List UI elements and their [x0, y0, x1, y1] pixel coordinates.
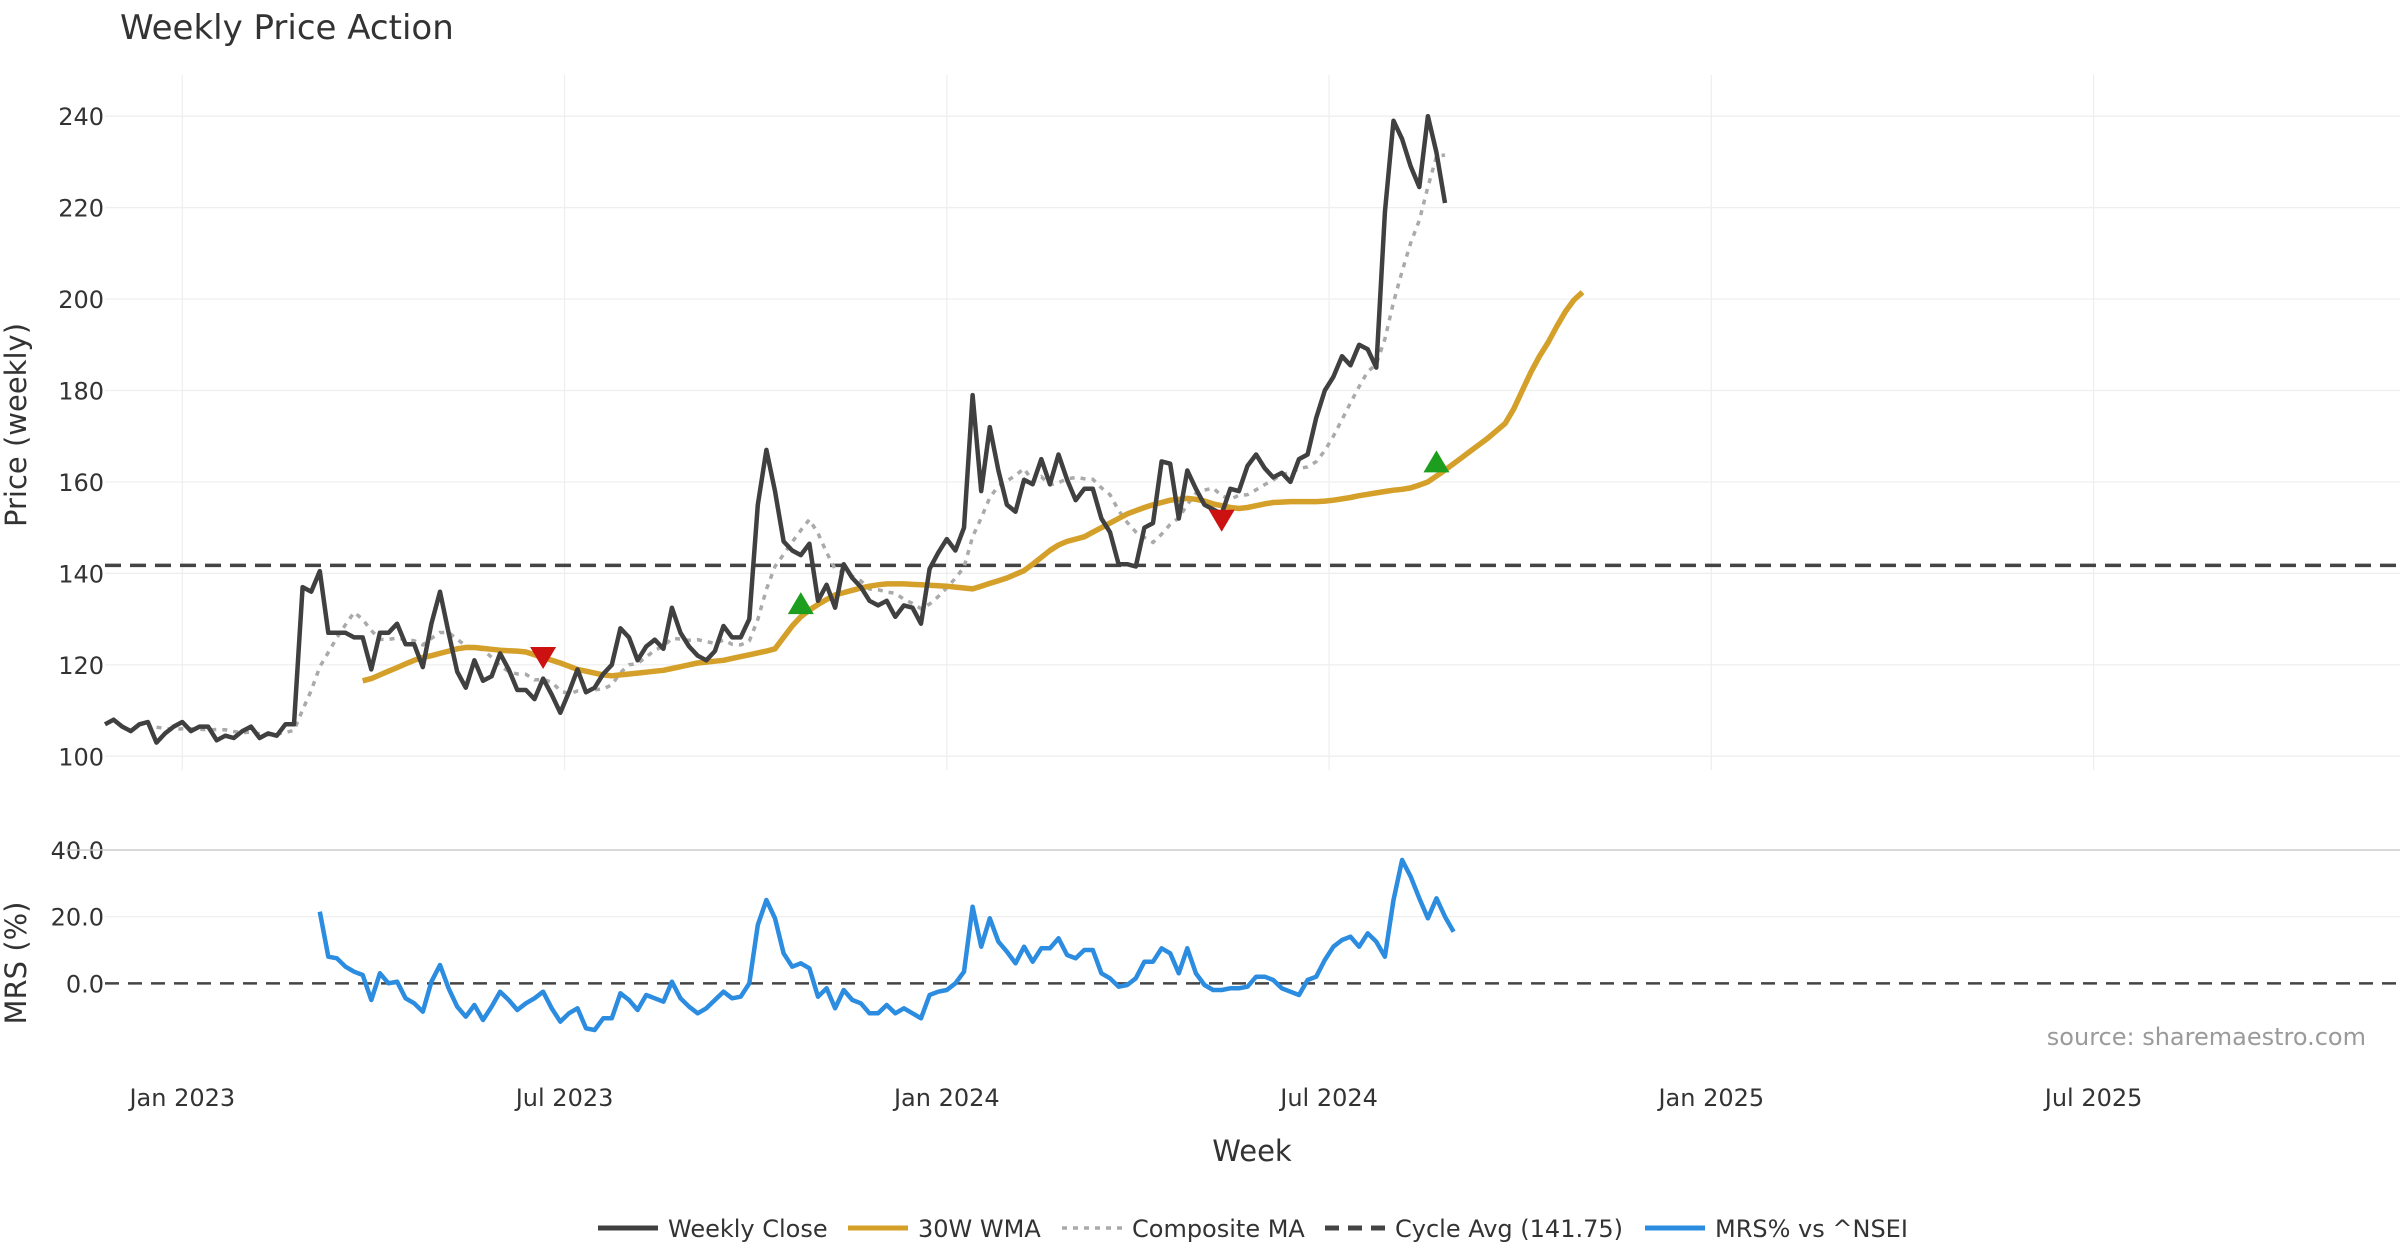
- x-tick-label: Jul 2025: [2043, 1084, 2143, 1112]
- price-y-tick: 200: [58, 286, 104, 314]
- legend-label: MRS% vs ^NSEI: [1715, 1215, 1908, 1243]
- price-y-tick: 140: [58, 560, 104, 588]
- x-tick-label: Jan 2023: [127, 1084, 235, 1112]
- series-layer: [103, 113, 2400, 1033]
- mrs-y-ticks: 0.0 20.0 40.0: [51, 837, 104, 998]
- legend-item-weekly_close: Weekly Close: [598, 1215, 828, 1243]
- source-note: source: sharemaestro.com: [2047, 1023, 2366, 1051]
- price-grid: [105, 75, 2400, 770]
- price-y-tick: 120: [58, 652, 104, 680]
- legend-item-mrs: MRS% vs ^NSEI: [1645, 1215, 1908, 1243]
- price-y-tick: 240: [58, 103, 104, 131]
- buy-signal-marker: [787, 592, 814, 615]
- mrs-y-tick: 0.0: [66, 970, 104, 998]
- price-y-tick: 100: [58, 743, 104, 771]
- x-ticks: Jan 2023 Jul 2023 Jan 2024 Jul 2024 Jan 2025…: [127, 1084, 2142, 1112]
- legend-item-cycle: Cycle Avg (141.75): [1325, 1215, 1623, 1243]
- mrs-line: [317, 857, 1456, 1033]
- price-y-tick: 160: [58, 469, 104, 497]
- mrs-grid: [105, 849, 2400, 918]
- mrs-y-tick: 20.0: [51, 904, 104, 932]
- legend-item-composite: Composite MA: [1062, 1215, 1305, 1243]
- price-y-ticks: 100 120 140 160 180 200 220 240: [58, 103, 104, 771]
- mrs-y-tick: 40.0: [51, 837, 104, 865]
- price-y-tick: 220: [58, 195, 104, 223]
- mrs-y-axis-label: MRS (%): [0, 902, 33, 1025]
- x-axis-label: Week: [1212, 1134, 1292, 1168]
- wma-30w-line: [362, 290, 1585, 684]
- legend-label: Weekly Close: [668, 1215, 828, 1243]
- composite-ma-line: [156, 153, 1446, 737]
- price-y-tick: 180: [58, 377, 104, 405]
- x-tick-label: Jul 2023: [514, 1084, 614, 1112]
- legend-label: Composite MA: [1132, 1215, 1305, 1243]
- x-tick-label: Jan 2025: [1656, 1084, 1764, 1112]
- legend-label: 30W WMA: [918, 1215, 1041, 1243]
- buy-signal-marker: [1423, 450, 1450, 473]
- x-tick-label: Jul 2024: [1278, 1084, 1378, 1112]
- legend: Weekly Close 30W WMA Composite MA Cycle Avg…: [598, 1215, 1908, 1243]
- price-y-axis-label: Price (weekly): [0, 323, 33, 527]
- legend-label: Cycle Avg (141.75): [1395, 1215, 1623, 1243]
- legend-item-wma: 30W WMA: [848, 1215, 1041, 1243]
- sell-signal-marker: [1208, 509, 1235, 532]
- chart-title: Weekly Price Action: [120, 8, 454, 48]
- x-tick-label: Jan 2024: [892, 1084, 1000, 1112]
- sell-signal-marker: [530, 646, 557, 669]
